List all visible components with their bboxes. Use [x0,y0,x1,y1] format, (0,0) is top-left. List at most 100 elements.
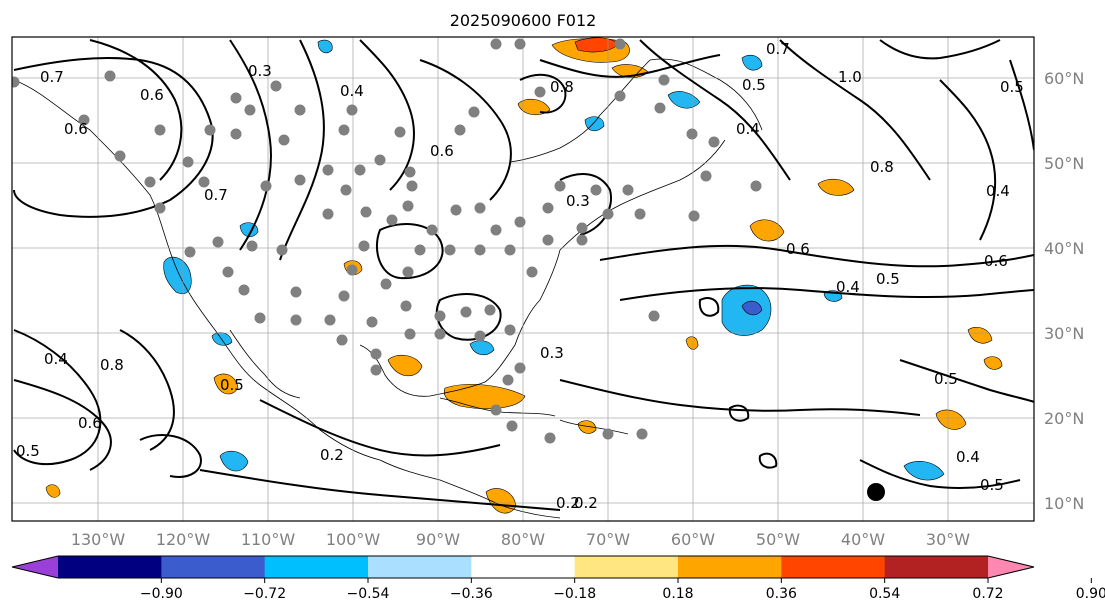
cyan-fill-bc [317,39,333,54]
contour-label: 0.3 [566,192,590,210]
lon-label: 110°W [241,530,296,549]
lon-label: 30°W [926,530,970,549]
contour-label: 0.8 [870,158,894,176]
contour-label: 0.3 [540,344,564,362]
contour-label: 0.4 [836,278,860,296]
colorbar-segment [471,556,576,578]
lat-label: 40°N [1044,239,1084,258]
lat-label: 30°N [1044,324,1084,343]
contour-label: 0.4 [956,448,980,466]
colorbar-tick-label: −0.54 [347,586,390,602]
contour-label: 0.4 [340,82,364,100]
colorbar-segment [161,556,266,578]
cyan-fill-labrador [667,91,701,109]
contour-label: 0.7 [204,186,228,204]
orange-fill-atlantic-ne [817,178,855,196]
storm-center-marker [867,483,885,501]
colorbar-segment [264,556,369,578]
colorbar-tick-label: −0.36 [450,586,493,602]
contour-label: 0.6 [984,252,1008,270]
contour-label: 0.5 [934,370,958,388]
colorbar-segment [58,556,162,578]
contour-label: 0.4 [986,182,1010,200]
lon-label: 130°W [71,530,126,549]
lon-label: 80°W [501,530,545,549]
filled-regions [45,37,1003,514]
contour-label: 0.6 [64,120,88,138]
colorbar-tick-label: 0.36 [766,586,797,602]
contour-label: 0.6 [430,142,454,160]
colorbar-segment [884,556,989,578]
orange-fill-atlantic-mid [749,219,785,242]
contour-label: 0.7 [766,40,790,58]
contour-label: 0.5 [876,270,900,288]
contour-label: 0.5 [220,376,244,394]
contour-label: 0.6 [140,86,164,104]
orange-fill-great-lakes [517,98,551,116]
contour-label: 0.7 [40,68,64,86]
orange-fill-pacific-far [45,484,61,498]
map-title: 2025090600 F012 [450,11,597,30]
contour-label: 0.4 [736,120,760,138]
lat-label: 60°N [1044,69,1084,88]
lon-label: 60°W [671,530,715,549]
lon-label: 40°W [841,530,885,549]
map-frame [11,36,1035,522]
contour-label: 0.6 [78,414,102,432]
orange-fill-mexico-w [213,373,239,395]
lat-label: 20°N [1044,409,1084,428]
longitude-labels: 130°W 120°W 110°W 100°W 90°W 80°W 70°W 6… [71,530,970,549]
colorbar-segment [781,556,886,578]
cyan-fill-greenland [741,54,763,71]
orange-fill-atlantic-e2 [967,327,993,344]
contour-label: 0.5 [980,476,1004,494]
lat-label: 10°N [1044,494,1084,513]
colorbar-tick-label: −0.72 [243,586,286,602]
lon-label: 50°W [756,530,800,549]
colorbar-outline [11,555,1035,579]
map-area: 0.7 0.3 0.4 0.6 0.7 0.6 0.8 0.7 1.0 0.8 … [12,37,1034,521]
contour-label: 0.5 [742,76,766,94]
cyan-fill-atlantic-se [903,461,945,481]
latitude-labels: 60°N 50°N 40°N 30°N 20°N 10°N [1044,69,1084,513]
colorbar-segment [368,556,472,578]
lon-label: 100°W [326,530,381,549]
cyan-fill-pacific-sw [219,450,249,472]
colorbar-tick-label: −0.18 [553,586,596,602]
lon-label: 120°W [156,530,211,549]
contour-label: 0.2 [556,494,580,512]
orange-fill-gulf [387,354,423,377]
colorbar-tick-label: −0.90 [140,586,183,602]
contour-label: 0.6 [786,240,810,258]
orange-fill-hispaniola [577,420,597,434]
colorbar: −0.90 −0.72 −0.54 −0.36 −0.18 0.18 0.36 0.54 0.7… [11,555,1105,602]
contour-label: 0.5 [1000,78,1024,96]
colorbar-extend-max [988,556,1034,578]
contour-label: 0.2 [574,494,598,512]
contour-label: 0.8 [100,356,124,374]
colorbar-segment [678,556,782,578]
blue-fill-atlantic-low [741,300,763,316]
lat-label: 50°N [1044,154,1084,173]
lon-label: 70°W [586,530,630,549]
colorbar-tick-label: 0.72 [972,586,1003,602]
colorbar-tick-label: 0.54 [869,586,900,602]
contour-label: 1.0 [838,68,862,86]
contour-label: 0.3 [248,62,272,80]
contour-value-labels: 0.7 0.3 0.4 0.6 0.7 0.6 0.8 0.7 1.0 0.8 … [16,40,1024,512]
orange-fill-atlantic-e [935,409,967,430]
colorbar-extend-min [12,556,58,578]
contour-label: 0.4 [44,350,68,368]
contour-label: 0.8 [550,78,574,96]
colorbar-segment [574,556,679,578]
observation-markers [12,38,762,444]
contour-label: 0.2 [320,446,344,464]
orange-fill-atlantic-e3 [983,356,1003,370]
orange-fill-caribbean [685,336,699,350]
contour-lines [13,39,1034,511]
colorbar-tick-label: 0.90 [1076,586,1105,602]
colorbar-tick-label: 0.18 [662,586,693,602]
contour-label: 0.5 [16,442,40,460]
lon-label: 90°W [416,530,460,549]
